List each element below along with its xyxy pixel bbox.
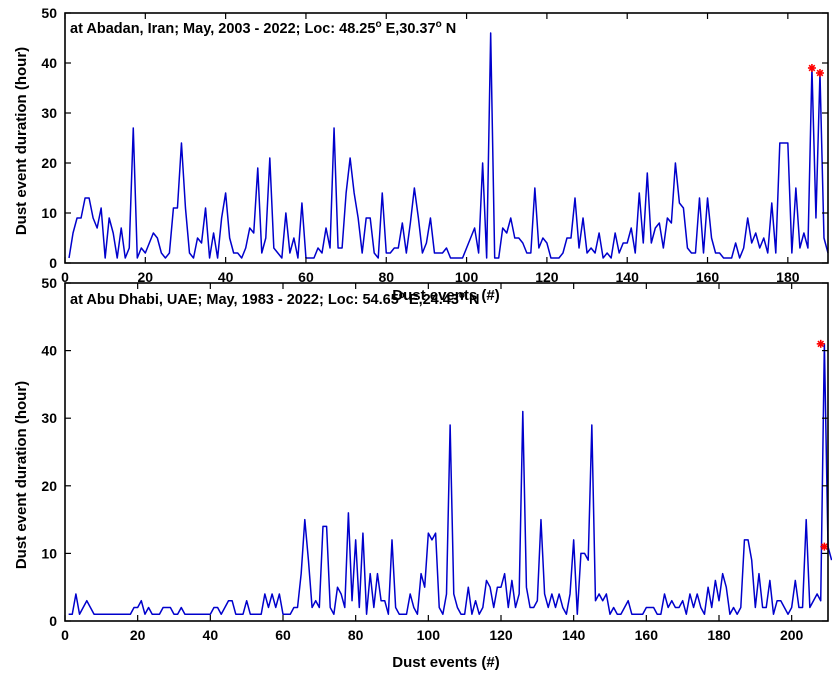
panel2-title-main: at Abu Dhabi, UAE; May, 1983 - 2022; Loc… xyxy=(70,290,480,308)
panel1-title-degree-1: o xyxy=(375,19,381,30)
panel1-x-tick-label: 100 xyxy=(455,269,479,285)
panel1-x-tick-label: 140 xyxy=(616,269,640,285)
panel1-title-text-mid: E,30.37 xyxy=(382,21,436,37)
panel2-max-marker xyxy=(816,339,825,348)
panel1-axes-box xyxy=(64,12,829,264)
panel2-y-tick-label: 40 xyxy=(41,343,57,359)
panel1-title-text-end: N xyxy=(442,21,457,37)
panel2-ticks: 0 20 40 60 80 100 120 140 160 180 200 0 10 20 30 40 50 xyxy=(41,275,828,643)
panel2-y-tick-label: 0 xyxy=(49,613,57,629)
panel1-marker-stroke xyxy=(808,64,816,72)
panel1-y-tick-label: 30 xyxy=(41,105,57,121)
panel2-y-tick-label: 50 xyxy=(41,275,57,291)
panel2-title-text-end: N xyxy=(465,292,480,308)
panel1-x-tick-label: 80 xyxy=(378,269,394,285)
panel1-y-axis-label: Dust event duration (hour) xyxy=(13,47,30,235)
panel1-y-tick-label: 20 xyxy=(41,155,57,171)
panel1-series-line xyxy=(68,32,829,259)
panel1-x-tick-label: 120 xyxy=(535,269,559,285)
panel2-y-axis-label: Dust event duration (hour) xyxy=(13,381,30,569)
panel2-x-axis-label: Dust events (#) xyxy=(392,654,500,671)
panel2-title-degree-2: o xyxy=(459,290,465,301)
panel1-x-tick-label: 0 xyxy=(61,269,69,285)
panel2-x-tick-label: 200 xyxy=(780,627,804,643)
panel1-y-tick-label: 10 xyxy=(41,205,57,221)
panel1-title-text: at Abadan, Iran; May, 2003 - 2022; Loc: … xyxy=(70,21,375,37)
chart-panel-1: 0 20 40 60 80 100 120 140 160 180 0 10 20 30 40 50 at A… xyxy=(13,5,829,304)
panel2-y-tick-label: 20 xyxy=(41,478,57,494)
panel2-title-text: at Abu Dhabi, UAE; May, 1983 - 2022; Loc… xyxy=(70,292,399,308)
panel1-y-tick-label: 50 xyxy=(41,5,57,21)
panel2-marker-stroke xyxy=(821,543,828,551)
panel1-x-tick-label: 20 xyxy=(138,269,154,285)
panel2-x-tick-label: 180 xyxy=(707,627,731,643)
panel2-y-tick-label: 30 xyxy=(41,410,57,426)
chart-panel-2: 0 20 40 60 80 100 120 140 160 180 200 0 10 20 30 40 50 a… xyxy=(13,275,832,671)
panel2-x-tick-label: 80 xyxy=(348,627,364,643)
panel2-series-line xyxy=(68,343,832,615)
panel1-x-tick-label: 60 xyxy=(298,269,314,285)
panel1-y-tick-label: 40 xyxy=(41,55,57,71)
panel2-marker-stroke xyxy=(817,340,825,348)
panel2-title-text-mid: E,24.43 xyxy=(405,292,459,308)
panel2-title-degree-1: o xyxy=(399,290,405,301)
panel1-x-tick-label: 180 xyxy=(776,269,800,285)
panel1-ticks: 0 20 40 60 80 100 120 140 160 180 0 10 20 30 40 50 xyxy=(41,5,828,285)
panel1-y-tick-label: 0 xyxy=(49,255,57,271)
panel2-x-tick-label: 20 xyxy=(130,627,146,643)
panel2-axes-box xyxy=(64,282,829,622)
panel2-x-tick-label: 40 xyxy=(203,627,219,643)
panel2-x-tick-label: 120 xyxy=(489,627,513,643)
panel1-title-degree-2: o xyxy=(436,19,442,30)
panel1-x-axis-label: Dust events (#) xyxy=(392,287,500,304)
panel2-x-tick-label: 0 xyxy=(61,627,69,643)
panel2-plot-area xyxy=(68,339,832,615)
panel2-x-tick-label: 160 xyxy=(635,627,659,643)
panel2-x-tick-label: 60 xyxy=(275,627,291,643)
panel1-x-tick-label: 40 xyxy=(218,269,234,285)
panel1-title: at Abadan, Iran; May, 2003 - 2022; Loc: … xyxy=(70,19,456,37)
panel1-x-tick-label: 160 xyxy=(696,269,720,285)
panel1-marker-stroke xyxy=(816,69,824,77)
panel2-max-marker xyxy=(820,542,829,551)
panel1-max-marker xyxy=(807,64,816,72)
panel1-plot-area xyxy=(68,32,829,259)
panel2-x-tick-label: 100 xyxy=(417,627,441,643)
panel1-max-marker xyxy=(815,69,824,77)
panel2-y-tick-label: 10 xyxy=(41,545,57,561)
panel2-x-tick-label: 140 xyxy=(562,627,586,643)
